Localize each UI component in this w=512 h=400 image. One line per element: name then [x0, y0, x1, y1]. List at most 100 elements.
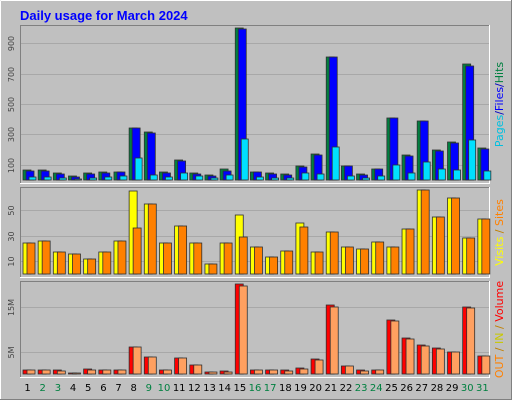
bar-pages-day-12	[195, 175, 204, 181]
bar-pages-day-1	[28, 176, 37, 181]
bar-pages-day-19	[301, 172, 310, 181]
series-sites	[26, 189, 491, 275]
y-tick-label: 15M	[7, 299, 16, 316]
x-tick-label: 7	[115, 383, 121, 394]
bar-out-day-6	[102, 369, 112, 375]
x-tick-label: 8	[131, 383, 137, 394]
y-tick-label: 50	[7, 205, 16, 215]
bar-out-day-12	[193, 364, 203, 375]
bar-out-day-10	[163, 369, 172, 375]
bar-pages-day-20	[316, 173, 325, 181]
x-tick-label: 11	[173, 383, 186, 394]
bar-out-day-1	[26, 369, 36, 375]
bar-out-day-29	[451, 351, 460, 375]
bar-pages-day-26	[407, 172, 416, 181]
bar-sites-day-17	[269, 256, 278, 275]
bar-sites-day-14	[223, 242, 233, 275]
bar-out-day-19	[299, 368, 309, 375]
axis-label-part: /	[493, 322, 506, 333]
x-tick-label: 27	[415, 383, 428, 394]
bar-sites-day-2	[41, 240, 51, 275]
bar-sites-day-8	[132, 227, 142, 275]
bar-pages-day-30	[468, 139, 477, 181]
chart-title: Daily usage for March 2024	[20, 8, 188, 23]
bar-out-day-28	[435, 348, 445, 375]
x-tick-label: 29	[446, 383, 459, 394]
bar-files-day-9	[146, 132, 156, 181]
bar-sites-day-5	[87, 258, 97, 275]
bar-sites-day-20	[314, 251, 324, 275]
x-axis-day-labels: 1 2 3 4 5 6 7 8 9 10 11 12 13 14 15 16 17 18 19 20 21 22 23 24 2…	[24, 383, 488, 394]
bar-pages-day-6	[104, 176, 113, 181]
bar-out-day-27	[420, 345, 430, 375]
x-tick-label: 30	[461, 383, 474, 394]
x-tick-label: 2	[40, 383, 46, 394]
bar-sites-day-13	[208, 263, 218, 275]
bar-out-day-2	[41, 369, 51, 375]
bar-pages-day-31	[483, 170, 492, 181]
y-tick-label: 10	[7, 256, 16, 266]
bar-sites-day-6	[102, 251, 112, 275]
x-tick-label: 15	[233, 383, 246, 394]
bar-pages-day-17	[271, 177, 279, 181]
bar-sites-day-23	[360, 248, 369, 275]
series-pages	[28, 138, 492, 181]
bar-sites-day-22	[344, 246, 354, 275]
x-tick-label: 21	[324, 383, 337, 394]
bar-pages-day-27	[422, 161, 431, 181]
axis-label-part: OUT	[493, 354, 506, 378]
bar-pages-day-5	[89, 177, 98, 181]
bar-out-day-25	[390, 320, 400, 375]
x-tick-label: 19	[294, 383, 307, 394]
axis-label-part: Visits	[493, 236, 506, 265]
bar-sites-day-28	[435, 216, 445, 275]
x-tick-label: 26	[400, 383, 413, 394]
panel-axis-label-volume: OUT / IN / Volume	[493, 281, 506, 378]
x-tick-label: 1	[24, 383, 30, 394]
bar-out-day-9	[147, 356, 157, 375]
bar-out-day-14	[223, 371, 233, 375]
bar-out-day-30	[466, 307, 476, 375]
x-tick-label: 16	[249, 383, 262, 394]
bar-sites-day-29	[451, 197, 460, 275]
axis-label-part: IN	[493, 333, 506, 344]
bar-sites-day-3	[56, 251, 66, 275]
panel-axis-label-hits: Pages/Files/Hits	[493, 62, 506, 148]
axis-label-part: Hits	[493, 62, 506, 84]
axis-label-part: Pages	[493, 115, 506, 148]
bar-out-day-21	[329, 306, 339, 375]
bar-out-day-31	[481, 355, 491, 375]
bar-sites-day-4	[72, 253, 81, 275]
bar-sites-day-21	[329, 231, 339, 275]
y-tick-label: 30	[7, 231, 16, 241]
axis-label-part: Volume	[493, 281, 506, 322]
series-out	[26, 285, 491, 375]
x-tick-label: 14	[218, 383, 231, 394]
bar-out-day-17	[269, 369, 278, 375]
bar-out-day-4	[72, 372, 81, 375]
x-tick-label: 4	[70, 383, 76, 394]
bar-pages-day-28	[437, 168, 446, 181]
x-tick-label: 22	[340, 383, 353, 394]
y-tick-label: 500	[7, 97, 16, 112]
bar-out-day-23	[360, 370, 369, 375]
bar-pages-day-24	[377, 175, 386, 181]
chart-panels: 100300500700900Pages/Files/Hits103050Vis…	[7, 25, 506, 378]
x-tick-label: 9	[146, 383, 152, 394]
y-tick-label: 300	[7, 127, 16, 142]
bar-sites-day-18	[284, 250, 294, 275]
bar-out-day-15	[238, 285, 248, 375]
bar-pages-day-18	[286, 177, 295, 181]
bar-sites-day-15	[238, 236, 248, 275]
axis-label-part: /	[493, 111, 506, 115]
bar-sites-day-31	[481, 218, 491, 275]
panel-axis-label-visits: Visits / Sites	[493, 199, 506, 266]
panel-volume: 5M 15M OUT / IN / Volume	[7, 281, 506, 378]
y-tick-label: 700	[7, 67, 16, 82]
bar-sites-day-1	[26, 242, 36, 275]
bar-out-day-7	[117, 369, 127, 375]
bar-sites-day-19	[299, 226, 309, 275]
x-tick-label: 31	[476, 383, 489, 394]
